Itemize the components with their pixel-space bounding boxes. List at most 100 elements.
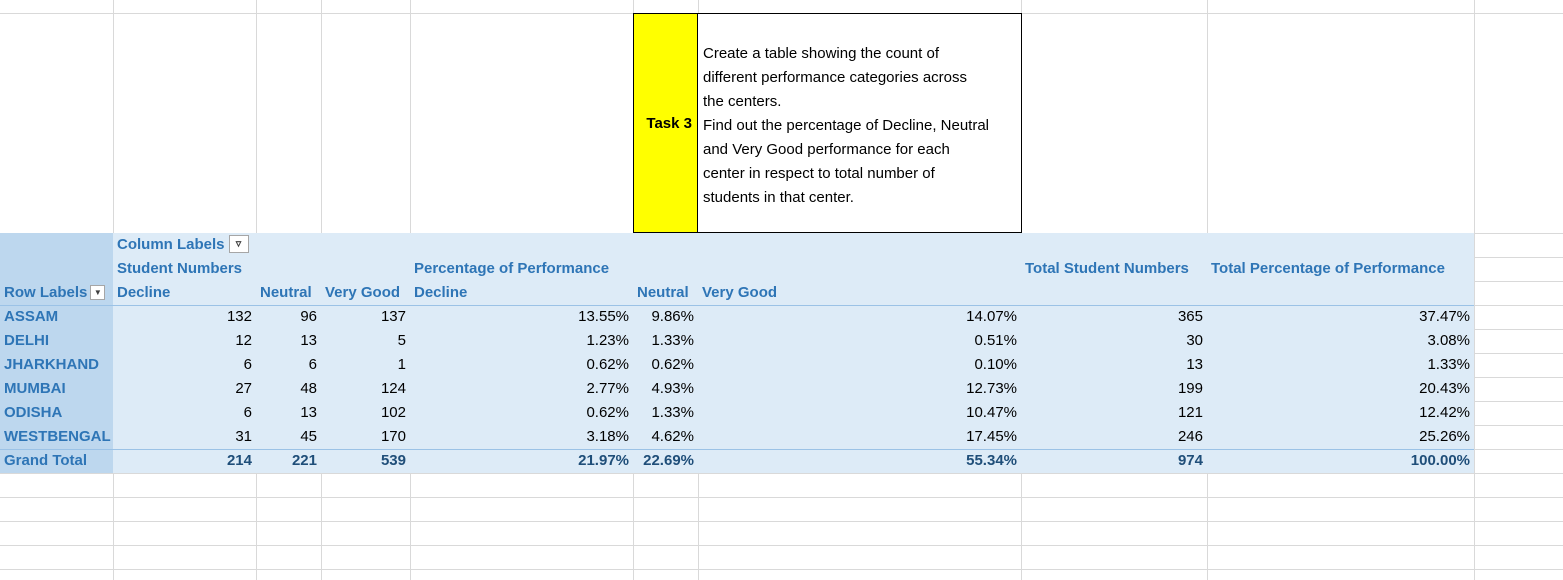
grid-row-line	[0, 521, 1563, 522]
cell-decline-count[interactable]: 31	[235, 428, 252, 445]
cell-total-students[interactable]: 246	[1177, 428, 1203, 445]
cell-total-pct[interactable]: 12.42%	[1419, 404, 1470, 421]
cell-neutral-pct[interactable]: 9.86%	[651, 308, 694, 325]
grid-column-line	[1474, 0, 1475, 580]
grand-total-decline-count[interactable]: 214	[226, 452, 252, 469]
pivot-row-header-band	[0, 233, 113, 473]
pivot-total-divider	[0, 449, 1474, 450]
grid-row-line	[0, 545, 1563, 546]
sub-header-very-good[interactable]: Very Good	[321, 281, 404, 305]
task-description-cell[interactable]: Create a table showing the count of diff…	[697, 13, 1022, 233]
grid-row-line	[0, 569, 1563, 570]
sub-header-neutral[interactable]: Neutral	[256, 281, 316, 305]
column-labels-text: Column Labels	[117, 236, 225, 253]
cell-neutral-pct[interactable]: 1.33%	[651, 404, 694, 421]
cell-neutral-pct[interactable]: 4.93%	[651, 380, 694, 397]
sub-header-pct-very-good[interactable]: Very Good	[698, 281, 781, 305]
sub-header-pct-decline[interactable]: Decline	[410, 281, 471, 305]
cell-neutral-count[interactable]: 13	[300, 404, 317, 421]
sub-header-label: Very Good	[325, 284, 401, 301]
cell-decline-count[interactable]: 6	[243, 356, 252, 373]
cell-very-good-pct[interactable]: 0.10%	[974, 356, 1017, 373]
task-label-cell[interactable]: Task 3	[633, 13, 698, 233]
cell-decline-count[interactable]: 27	[235, 380, 252, 397]
grid-row-line	[0, 497, 1563, 498]
cell-neutral-count[interactable]: 6	[308, 356, 317, 373]
cell-total-pct[interactable]: 25.26%	[1419, 428, 1470, 445]
row-label[interactable]: WESTBENGAL	[4, 428, 111, 445]
cell-decline-pct[interactable]: 2.77%	[586, 380, 629, 397]
sub-header-pct-neutral[interactable]: Neutral	[633, 281, 693, 305]
cell-total-pct[interactable]: 1.33%	[1427, 356, 1470, 373]
total-header-label: Total Student Numbers	[1025, 260, 1189, 277]
grand-total-neutral-pct[interactable]: 22.69%	[643, 452, 694, 469]
cell-decline-pct[interactable]: 13.55%	[578, 308, 629, 325]
cell-very-good-pct[interactable]: 14.07%	[966, 308, 1017, 325]
cell-decline-count[interactable]: 12	[235, 332, 252, 349]
cell-very-good-count[interactable]: 102	[380, 404, 406, 421]
row-label[interactable]: ODISHA	[4, 404, 63, 421]
row-label[interactable]: DELHI	[4, 332, 49, 349]
grand-total-very-good-count[interactable]: 539	[380, 452, 406, 469]
cell-neutral-count[interactable]: 13	[300, 332, 317, 349]
cell-decline-pct[interactable]: 3.18%	[586, 428, 629, 445]
cell-very-good-count[interactable]: 170	[380, 428, 406, 445]
pivot-table-body	[0, 233, 1474, 473]
task-line: students in that center.	[703, 189, 854, 206]
cell-decline-pct[interactable]: 0.62%	[586, 404, 629, 421]
group-header-percentage[interactable]: Percentage of Performance	[410, 257, 613, 281]
group-header-label: Student Numbers	[117, 260, 243, 277]
cell-total-pct[interactable]: 3.08%	[1427, 332, 1470, 349]
cell-total-students[interactable]: 13	[1186, 356, 1203, 373]
filter-icon[interactable]: ▿	[228, 235, 249, 254]
cell-very-good-pct[interactable]: 12.73%	[966, 380, 1017, 397]
pivot-row-labels-header[interactable]: Row Labels ▼	[0, 281, 109, 305]
row-label[interactable]: JHARKHAND	[4, 356, 100, 373]
task-line: Create a table showing the count of	[703, 45, 939, 62]
grand-total-decline-pct[interactable]: 21.97%	[578, 452, 629, 469]
cell-neutral-count[interactable]: 96	[300, 308, 317, 325]
task-line: the centers.	[703, 93, 782, 110]
grand-total-neutral-count[interactable]: 221	[291, 452, 317, 469]
row-label[interactable]: ASSAM	[4, 308, 59, 325]
cell-very-good-count[interactable]: 124	[380, 380, 406, 397]
cell-neutral-pct[interactable]: 0.62%	[651, 356, 694, 373]
total-student-numbers-header[interactable]: Total Student Numbers	[1021, 257, 1193, 281]
total-percentage-header[interactable]: Total Percentage of Performance	[1207, 257, 1449, 281]
sub-header-decline[interactable]: Decline	[113, 281, 174, 305]
pivot-column-labels-header[interactable]: Column Labels ▿	[113, 233, 253, 257]
cell-very-good-count[interactable]: 5	[397, 332, 406, 349]
grand-total-very-good-pct[interactable]: 55.34%	[966, 452, 1017, 469]
cell-decline-pct[interactable]: 0.62%	[586, 356, 629, 373]
cell-very-good-count[interactable]: 1	[397, 356, 406, 373]
cell-neutral-count[interactable]: 45	[300, 428, 317, 445]
row-label[interactable]: MUMBAI	[4, 380, 66, 397]
cell-total-students[interactable]: 365	[1177, 308, 1203, 325]
grand-total-total-students[interactable]: 974	[1177, 452, 1203, 469]
cell-very-good-pct[interactable]: 17.45%	[966, 428, 1017, 445]
cell-neutral-count[interactable]: 48	[300, 380, 317, 397]
cell-very-good-pct[interactable]: 0.51%	[974, 332, 1017, 349]
grand-total-row-label[interactable]: Grand Total	[4, 452, 88, 469]
cell-neutral-pct[interactable]: 1.33%	[651, 332, 694, 349]
task-line: center in respect to total number of	[703, 165, 935, 182]
sub-header-label: Neutral	[260, 284, 312, 301]
cell-total-students[interactable]: 199	[1177, 380, 1203, 397]
cell-very-good-pct[interactable]: 10.47%	[966, 404, 1017, 421]
task-line: Find out the percentage of Decline, Neut…	[703, 117, 990, 134]
row-labels-text: Row Labels	[4, 284, 88, 301]
group-header-student-numbers[interactable]: Student Numbers	[113, 257, 246, 281]
cell-total-students[interactable]: 121	[1177, 404, 1203, 421]
chevron-down-icon[interactable]: ▼	[90, 284, 106, 300]
cell-total-pct[interactable]: 37.47%	[1419, 308, 1470, 325]
sub-header-label: Decline	[117, 284, 171, 301]
cell-total-students[interactable]: 30	[1186, 332, 1203, 349]
cell-neutral-pct[interactable]: 4.62%	[651, 428, 694, 445]
cell-decline-pct[interactable]: 1.23%	[586, 332, 629, 349]
grand-total-total-pct[interactable]: 100.00%	[1410, 452, 1470, 469]
grid-row-line	[0, 473, 1563, 474]
cell-decline-count[interactable]: 132	[226, 308, 252, 325]
cell-total-pct[interactable]: 20.43%	[1419, 380, 1470, 397]
cell-decline-count[interactable]: 6	[243, 404, 252, 421]
cell-very-good-count[interactable]: 137	[380, 308, 406, 325]
